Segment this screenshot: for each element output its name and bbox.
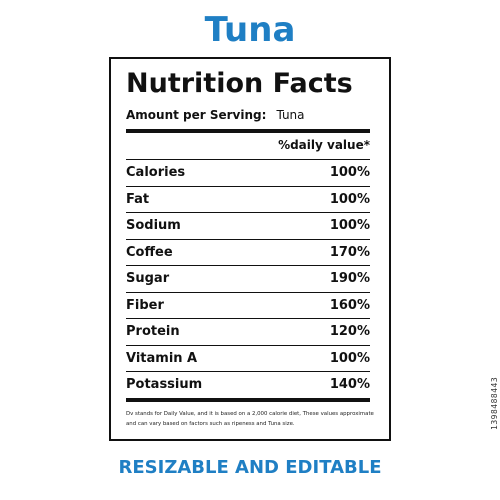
nutrient-name: Calories [126, 165, 186, 180]
nutrient-value: 170% [329, 244, 370, 260]
label-title: Nutrition Facts [126, 68, 353, 99]
nutrient-value: 160% [329, 297, 370, 313]
footer-banner: RESIZABLE AND EDITABLE [118, 457, 382, 478]
nutrient-value: 100% [329, 218, 370, 233]
nutrient-row: Calories 100% [126, 159, 370, 185]
nutrient-name: Sugar [126, 271, 170, 286]
nutrient-name: Coffee [126, 244, 173, 260]
nutrient-name: Fat [126, 191, 150, 207]
stock-id-watermark: 1398488443 [490, 376, 499, 430]
nutrient-row: Coffee 170% [126, 238, 370, 265]
nutrient-row: Fat 100% [126, 185, 370, 212]
nutrient-row: Vitamin A 100% [126, 344, 370, 371]
thick-divider-bottom [126, 398, 370, 402]
daily-value-header: %daily value* [278, 138, 370, 152]
serving-label: Amount per Serving: [126, 108, 267, 122]
footnote: Dv stands for Daily Value, and it is bas… [126, 411, 374, 427]
nutrient-value: 100% [329, 350, 370, 366]
serving-value: Tuna [276, 108, 305, 122]
nutrient-name: Vitamin A [126, 350, 198, 366]
nutrient-name: Protein [126, 324, 180, 339]
nutrient-value: 140% [329, 377, 370, 392]
nutrient-name: Sodium [126, 218, 181, 233]
nutrition-label: Nutrition Facts Amount per Serving: Tuna … [109, 57, 391, 441]
thick-divider [126, 129, 370, 133]
nutrient-value: 100% [329, 191, 370, 207]
nutrient-row: Protein 120% [126, 318, 370, 344]
nutrient-value: 190% [329, 271, 370, 286]
nutrient-row: Sugar 190% [126, 265, 370, 291]
serving-line: Amount per Serving: Tuna [126, 107, 305, 123]
nutrient-row: Sodium 100% [126, 212, 370, 238]
nutrient-row: Potassium 140% [126, 371, 370, 397]
nutrient-row: Fiber 160% [126, 291, 370, 318]
nutrient-name: Fiber [126, 297, 164, 313]
nutrient-value: 120% [329, 324, 370, 339]
page-heading: Tuna [204, 10, 296, 50]
nutrient-value: 100% [329, 165, 370, 180]
nutrient-name: Potassium [126, 377, 203, 392]
